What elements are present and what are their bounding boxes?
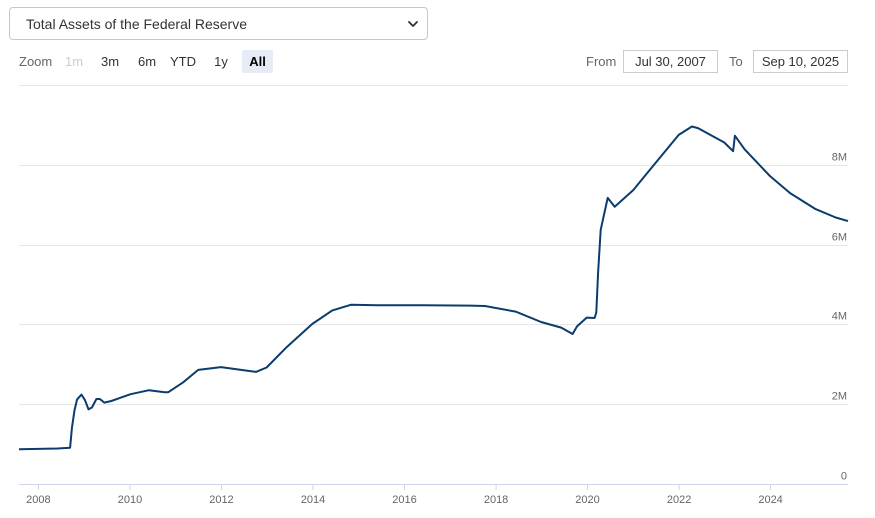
zoom-ytd-button[interactable]: YTD [170, 54, 196, 69]
x-tick-label: 2014 [301, 494, 325, 506]
y-tick-label: 8M [832, 152, 847, 164]
x-axis-ticks: 2008 2010 2012 2014 2016 2018 2020 2022 2024 [26, 484, 783, 506]
series-line [18, 125, 849, 451]
x-tick-label: 2008 [26, 494, 50, 506]
x-tick-label: 2024 [758, 494, 782, 506]
x-tick-label: 2022 [667, 494, 691, 506]
series-selector-label: Total Assets of the Federal Reserve [26, 16, 247, 32]
y-tick-label: 2M [832, 391, 847, 403]
y-axis-ticks: 0 2M 4M 6M 8M [832, 152, 847, 483]
grid-lines [19, 85, 848, 485]
x-tick-label: 2018 [484, 494, 508, 506]
x-tick-label: 2010 [118, 494, 142, 506]
zoom-1y-button[interactable]: 1y [214, 54, 228, 69]
zoom-3m-button[interactable]: 3m [100, 54, 120, 69]
zoom-label: Zoom [19, 54, 53, 69]
x-tick-label: 2012 [209, 494, 233, 506]
zoom-all-button[interactable]: All [242, 50, 273, 73]
x-tick-label: 2020 [575, 494, 599, 506]
y-tick-label: 0 [841, 471, 847, 483]
zoom-1m-button[interactable]: 1m [64, 54, 84, 69]
x-tick-label: 2016 [392, 494, 416, 506]
from-label: From [586, 54, 617, 69]
zoom-6m-button[interactable]: 6m [137, 54, 157, 69]
to-date-input[interactable]: Sep 10, 2025 [753, 50, 848, 73]
to-label: To [729, 54, 743, 69]
from-date-input[interactable]: Jul 30, 2007 [623, 50, 718, 73]
chevron-down-icon [408, 21, 418, 27]
series-selector[interactable]: Total Assets of the Federal Reserve [9, 7, 428, 40]
y-tick-label: 6M [832, 232, 847, 244]
y-tick-label: 4M [832, 311, 847, 323]
